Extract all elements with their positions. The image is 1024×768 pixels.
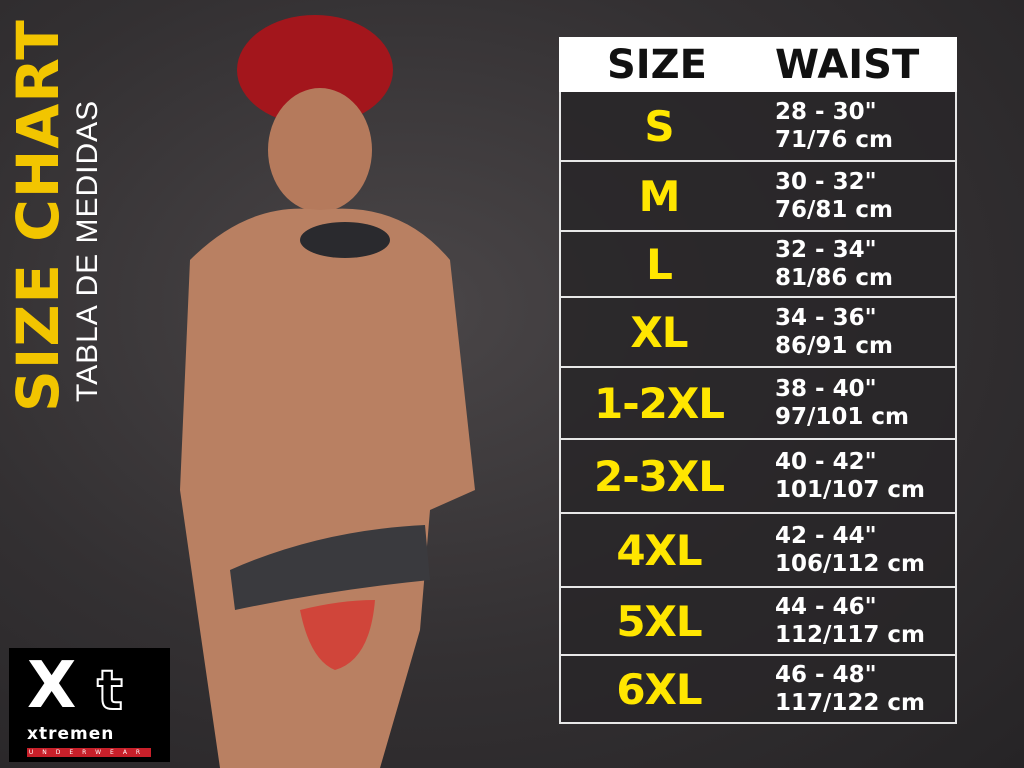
- table-header: SIZE WAIST: [559, 37, 957, 92]
- waist-cm: 71/76 cm: [775, 127, 894, 153]
- waist-inches: 32 - 34": [775, 237, 877, 263]
- header-waist: WAIST: [775, 41, 920, 88]
- waist-inches: 38 - 40": [775, 376, 877, 402]
- waist-cell: 40 - 42" 101/107 cm: [757, 448, 955, 504]
- table-row: XL 34 - 36" 86/91 cm: [559, 298, 957, 368]
- table-row: M 30 - 32" 76/81 cm: [559, 162, 957, 232]
- model-photo: [180, 15, 475, 768]
- waist-cm: 117/122 cm: [775, 690, 926, 716]
- waist-cell: 38 - 40" 97/101 cm: [757, 375, 955, 431]
- waist-cell: 32 - 34" 81/86 cm: [757, 236, 955, 292]
- size-cell: 2-3XL: [593, 451, 725, 501]
- table-row: 6XL 46 - 48" 117/122 cm: [559, 656, 957, 724]
- waist-cm: 101/107 cm: [775, 477, 926, 503]
- waist-cm: 112/117 cm: [775, 622, 926, 648]
- waist-cell: 42 - 44" 106/112 cm: [757, 522, 955, 578]
- size-table: SIZE WAIST S 28 - 30" 71/76 cm M 30 - 32" 7…: [559, 37, 957, 724]
- side-title: SIZE CHART TABLA DE MEDIDAS: [4, 19, 104, 412]
- waist-cell: 34 - 36" 86/91 cm: [757, 304, 955, 360]
- waist-cm: 106/112 cm: [775, 551, 926, 577]
- waist-cell: 44 - 46" 112/117 cm: [757, 593, 955, 649]
- table-row: 4XL 42 - 44" 106/112 cm: [559, 514, 957, 588]
- table-row: 5XL 44 - 46" 112/117 cm: [559, 588, 957, 656]
- size-cell: M: [638, 171, 681, 221]
- waist-cm: 81/86 cm: [775, 265, 894, 291]
- waist-cm: 76/81 cm: [775, 197, 894, 223]
- size-chart-subtitle: TABLA DE MEDIDAS: [71, 99, 104, 402]
- size-cell: 1-2XL: [593, 378, 725, 428]
- size-cell: 5XL: [616, 596, 702, 646]
- brand-logo: X t xtremen UNDERWEAR: [9, 648, 170, 762]
- waist-cell: 30 - 32" 76/81 cm: [757, 168, 955, 224]
- size-cell: XL: [630, 307, 688, 357]
- table-row: L 32 - 34" 81/86 cm: [559, 232, 957, 298]
- waist-inches: 28 - 30": [775, 99, 877, 125]
- waist-cm: 86/91 cm: [775, 333, 894, 359]
- size-cell: S: [644, 101, 674, 151]
- waist-inches: 30 - 32": [775, 169, 877, 195]
- table-row: 2-3XL 40 - 42" 101/107 cm: [559, 440, 957, 514]
- table-row: 1-2XL 38 - 40" 97/101 cm: [559, 368, 957, 440]
- waist-inches: 44 - 46": [775, 594, 877, 620]
- size-cell: L: [646, 239, 673, 289]
- logo-tagline: UNDERWEAR: [27, 748, 151, 757]
- size-cell: 6XL: [616, 664, 702, 714]
- waist-cell: 28 - 30" 71/76 cm: [757, 98, 955, 154]
- waist-inches: 40 - 42": [775, 449, 877, 475]
- size-chart-title: SIZE CHART: [4, 19, 72, 412]
- header-size: SIZE: [606, 41, 708, 88]
- waist-cell: 46 - 48" 117/122 cm: [757, 661, 955, 717]
- size-cell: 4XL: [616, 525, 702, 575]
- table-body: S 28 - 30" 71/76 cm M 30 - 32" 76/81 cm L 32…: [559, 92, 957, 724]
- waist-inches: 46 - 48": [775, 662, 877, 688]
- logo-brand: xtremen: [27, 724, 115, 744]
- logo-x: X: [27, 649, 77, 723]
- waist-inches: 34 - 36": [775, 305, 877, 331]
- waist-cm: 97/101 cm: [775, 404, 910, 430]
- table-row: S 28 - 30" 71/76 cm: [559, 92, 957, 162]
- waist-inches: 42 - 44": [775, 523, 877, 549]
- logo-t: t: [96, 659, 124, 722]
